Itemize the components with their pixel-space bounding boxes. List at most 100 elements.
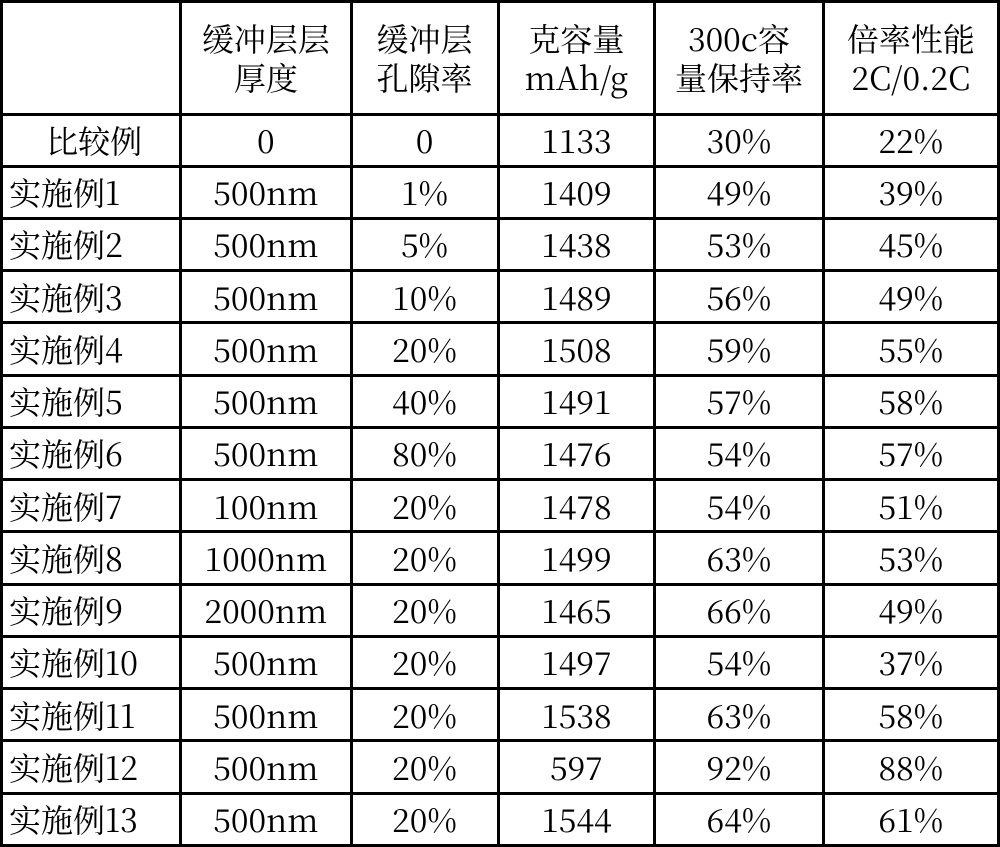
cell-thickness: 1000nm — [181, 532, 351, 584]
cell-retention: 59% — [655, 323, 823, 375]
cell-rate: 58% — [823, 689, 998, 741]
row-label: 实施例4 — [2, 323, 181, 375]
cell-capacity: 1465 — [498, 584, 655, 636]
table-row: 实施例13 500nm 20% 1544 64% 61% — [2, 793, 999, 845]
cell-capacity: 1544 — [498, 793, 655, 845]
table-row: 实施例1 500nm 1% 1409 49% 39% — [2, 166, 999, 218]
cell-porosity: 0 — [351, 114, 498, 166]
cell-retention: 63% — [655, 689, 823, 741]
header-gram-capacity: 克容量 mAh/g — [498, 2, 655, 115]
data-table-wrapper: 缓冲层层 厚度 缓冲层 孔隙率 克容量 mAh/g 300c容 量保持率 倍率性… — [0, 0, 1000, 847]
cell-retention: 54% — [655, 427, 823, 479]
header-rate-performance: 倍率性能 2C/0.2C — [823, 2, 998, 115]
cell-rate: 61% — [823, 793, 998, 845]
row-label: 比较例 — [2, 114, 181, 166]
cell-porosity: 1% — [351, 166, 498, 218]
cell-thickness: 500nm — [181, 271, 351, 323]
header-buffer-porosity: 缓冲层 孔隙率 — [351, 2, 498, 115]
header-text: 量保持率 — [656, 58, 821, 96]
header-text: 缓冲层 — [353, 19, 497, 57]
row-label: 实施例7 — [2, 480, 181, 532]
cell-capacity: 1478 — [498, 480, 655, 532]
row-label: 实施例13 — [2, 793, 181, 845]
row-label: 实施例12 — [2, 741, 181, 793]
cell-retention: 57% — [655, 375, 823, 427]
cell-rate: 49% — [823, 584, 998, 636]
header-text: 300c容 — [656, 19, 821, 57]
cell-capacity: 1497 — [498, 636, 655, 688]
cell-thickness: 500nm — [181, 375, 351, 427]
cell-retention: 53% — [655, 219, 823, 271]
cell-rate: 57% — [823, 427, 998, 479]
cell-porosity: 20% — [351, 741, 498, 793]
table-row: 实施例2 500nm 5% 1438 53% 45% — [2, 219, 999, 271]
cell-porosity: 5% — [351, 219, 498, 271]
cell-porosity: 20% — [351, 793, 498, 845]
header-buffer-thickness: 缓冲层层 厚度 — [181, 2, 351, 115]
table-row: 实施例9 2000nm 20% 1465 66% 49% — [2, 584, 999, 636]
table-row: 实施例11 500nm 20% 1538 63% 58% — [2, 689, 999, 741]
cell-capacity: 1476 — [498, 427, 655, 479]
header-text: 厚度 — [182, 58, 349, 96]
cell-thickness: 500nm — [181, 793, 351, 845]
cell-retention: 63% — [655, 532, 823, 584]
cell-retention: 30% — [655, 114, 823, 166]
cell-capacity: 1499 — [498, 532, 655, 584]
cell-porosity: 20% — [351, 584, 498, 636]
row-label: 实施例6 — [2, 427, 181, 479]
cell-rate: 58% — [823, 375, 998, 427]
table-row: 实施例7 100nm 20% 1478 54% 51% — [2, 480, 999, 532]
header-text: 2C/0.2C — [825, 58, 997, 96]
cell-capacity: 1508 — [498, 323, 655, 375]
cell-capacity: 1133 — [498, 114, 655, 166]
cell-thickness: 500nm — [181, 219, 351, 271]
cell-rate: 55% — [823, 323, 998, 375]
header-capacity-retention: 300c容 量保持率 — [655, 2, 823, 115]
cell-thickness: 500nm — [181, 636, 351, 688]
header-text: 倍率性能 — [825, 19, 997, 57]
row-label: 实施例1 — [2, 166, 181, 218]
table-row: 实施例12 500nm 20% 597 92% 88% — [2, 741, 999, 793]
table-row: 实施例3 500nm 10% 1489 56% 49% — [2, 271, 999, 323]
cell-rate: 22% — [823, 114, 998, 166]
row-label: 实施例10 — [2, 636, 181, 688]
row-label: 实施例8 — [2, 532, 181, 584]
cell-capacity: 1538 — [498, 689, 655, 741]
row-label: 实施例9 — [2, 584, 181, 636]
table-row: 比较例 0 0 1133 30% 22% — [2, 114, 999, 166]
cell-thickness: 500nm — [181, 166, 351, 218]
header-label — [2, 2, 181, 115]
cell-porosity: 40% — [351, 375, 498, 427]
cell-retention: 49% — [655, 166, 823, 218]
cell-porosity: 80% — [351, 427, 498, 479]
cell-rate: 39% — [823, 166, 998, 218]
cell-thickness: 100nm — [181, 480, 351, 532]
cell-capacity: 1409 — [498, 166, 655, 218]
cell-retention: 92% — [655, 741, 823, 793]
cell-thickness: 2000nm — [181, 584, 351, 636]
cell-porosity: 20% — [351, 689, 498, 741]
row-label: 实施例5 — [2, 375, 181, 427]
cell-retention: 54% — [655, 636, 823, 688]
table-header-row: 缓冲层层 厚度 缓冲层 孔隙率 克容量 mAh/g 300c容 量保持率 倍率性… — [2, 2, 999, 115]
cell-thickness: 500nm — [181, 323, 351, 375]
cell-capacity: 1489 — [498, 271, 655, 323]
cell-retention: 54% — [655, 480, 823, 532]
table-row: 实施例4 500nm 20% 1508 59% 55% — [2, 323, 999, 375]
data-table: 缓冲层层 厚度 缓冲层 孔隙率 克容量 mAh/g 300c容 量保持率 倍率性… — [0, 0, 1000, 847]
header-text: 孔隙率 — [353, 58, 497, 96]
cell-thickness: 500nm — [181, 741, 351, 793]
table-row: 实施例10 500nm 20% 1497 54% 37% — [2, 636, 999, 688]
cell-rate: 53% — [823, 532, 998, 584]
cell-porosity: 20% — [351, 636, 498, 688]
cell-retention: 64% — [655, 793, 823, 845]
cell-rate: 45% — [823, 219, 998, 271]
cell-porosity: 20% — [351, 480, 498, 532]
table-row: 实施例8 1000nm 20% 1499 63% 53% — [2, 532, 999, 584]
cell-rate: 37% — [823, 636, 998, 688]
cell-capacity: 1438 — [498, 219, 655, 271]
cell-capacity: 597 — [498, 741, 655, 793]
cell-rate: 49% — [823, 271, 998, 323]
cell-retention: 56% — [655, 271, 823, 323]
row-label: 实施例3 — [2, 271, 181, 323]
